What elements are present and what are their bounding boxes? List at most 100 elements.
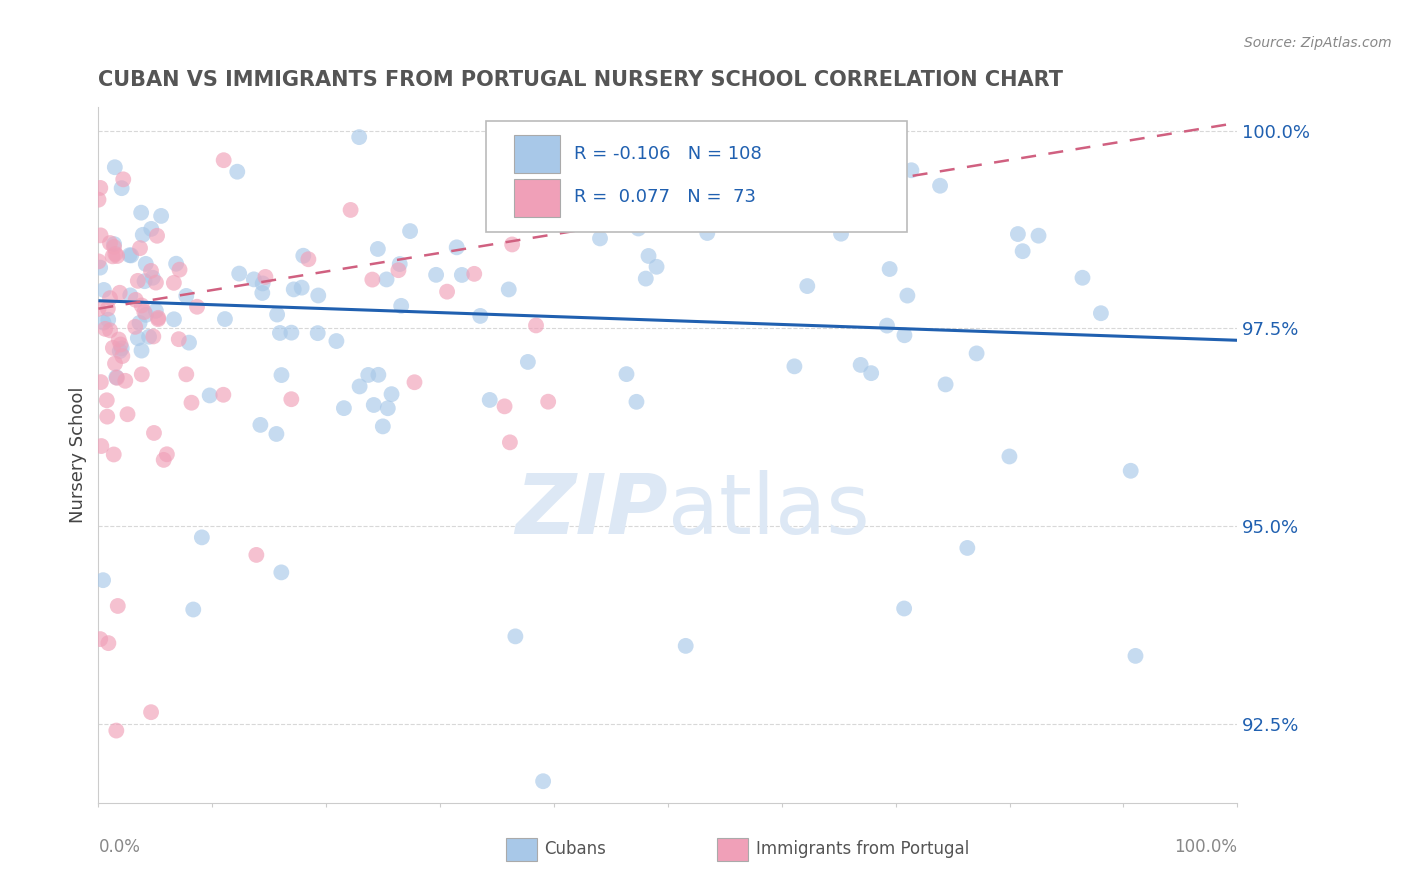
- Point: [893, 328, 915, 343]
- Point: [634, 271, 657, 285]
- Point: [139, 705, 162, 719]
- Point: [127, 331, 149, 345]
- Point: [104, 247, 127, 261]
- Point: [307, 326, 329, 340]
- Point: [929, 178, 952, 193]
- Point: [87, 193, 110, 207]
- Point: [214, 312, 236, 326]
- Point: [105, 371, 128, 385]
- Point: [169, 262, 191, 277]
- Point: [120, 248, 142, 262]
- Point: [367, 368, 389, 382]
- Point: [446, 240, 468, 254]
- Point: [212, 153, 235, 168]
- Point: [879, 262, 901, 277]
- Point: [91, 573, 114, 587]
- Point: [1071, 270, 1094, 285]
- Point: [114, 374, 136, 388]
- Point: [478, 392, 501, 407]
- Point: [900, 163, 922, 178]
- Point: [266, 308, 288, 322]
- Point: [498, 282, 520, 296]
- Bar: [515, 178, 560, 217]
- Point: [124, 319, 146, 334]
- Text: R =  0.077   N =  73: R = 0.077 N = 73: [575, 188, 756, 206]
- Point: [111, 349, 134, 363]
- Point: [98, 291, 121, 305]
- Point: [349, 379, 371, 393]
- FancyBboxPatch shape: [485, 121, 907, 232]
- Y-axis label: Nursery School: Nursery School: [69, 386, 87, 524]
- Point: [377, 401, 399, 416]
- Point: [956, 541, 979, 555]
- Text: R = -0.106   N = 108: R = -0.106 N = 108: [575, 145, 762, 162]
- Point: [143, 425, 166, 440]
- Point: [637, 249, 659, 263]
- Point: [101, 249, 124, 263]
- Point: [1011, 244, 1033, 259]
- Point: [339, 202, 361, 217]
- Text: CUBAN VS IMMIGRANTS FROM PORTUGAL NURSERY SCHOOL CORRELATION CHART: CUBAN VS IMMIGRANTS FROM PORTUGAL NURSER…: [98, 70, 1063, 90]
- Point: [131, 343, 153, 358]
- Point: [363, 398, 385, 412]
- Point: [243, 272, 266, 286]
- Point: [297, 252, 319, 267]
- Point: [966, 346, 988, 360]
- Point: [111, 341, 134, 355]
- Point: [148, 310, 170, 325]
- Point: [131, 368, 153, 382]
- Point: [361, 272, 384, 286]
- Point: [280, 392, 302, 407]
- Point: [896, 288, 918, 302]
- Text: 0.0%: 0.0%: [98, 838, 141, 856]
- Point: [156, 447, 179, 461]
- Point: [357, 368, 380, 382]
- Point: [142, 270, 165, 285]
- Point: [97, 301, 120, 316]
- Point: [89, 632, 111, 646]
- Point: [830, 227, 852, 241]
- Point: [375, 272, 398, 286]
- Point: [181, 602, 204, 616]
- Point: [291, 280, 314, 294]
- Point: [90, 375, 112, 389]
- Point: [266, 427, 288, 442]
- Point: [589, 231, 612, 245]
- Point: [107, 599, 129, 613]
- Point: [108, 344, 131, 359]
- Point: [347, 130, 370, 145]
- Point: [935, 377, 957, 392]
- Point: [325, 334, 347, 348]
- Point: [307, 288, 329, 302]
- Point: [145, 276, 167, 290]
- Point: [142, 329, 165, 343]
- Point: [645, 260, 668, 274]
- Point: [228, 267, 250, 281]
- Point: [283, 282, 305, 296]
- Point: [849, 358, 872, 372]
- Point: [388, 257, 411, 271]
- Point: [96, 409, 118, 424]
- Point: [876, 318, 898, 333]
- Point: [1090, 306, 1112, 320]
- Point: [186, 300, 208, 314]
- Point: [1028, 228, 1050, 243]
- Point: [696, 226, 718, 240]
- Point: [139, 264, 162, 278]
- Point: [145, 304, 167, 318]
- Text: Source: ZipAtlas.com: Source: ZipAtlas.com: [1244, 36, 1392, 50]
- Point: [131, 298, 153, 312]
- Text: Cubans: Cubans: [544, 840, 606, 858]
- Point: [174, 289, 197, 303]
- Point: [292, 249, 315, 263]
- Point: [796, 279, 818, 293]
- Point: [118, 248, 141, 262]
- Point: [129, 205, 152, 219]
- Point: [537, 394, 560, 409]
- Point: [198, 388, 221, 402]
- Point: [163, 276, 186, 290]
- Point: [117, 407, 139, 421]
- Point: [333, 401, 356, 416]
- Point: [111, 181, 134, 195]
- Point: [98, 235, 121, 250]
